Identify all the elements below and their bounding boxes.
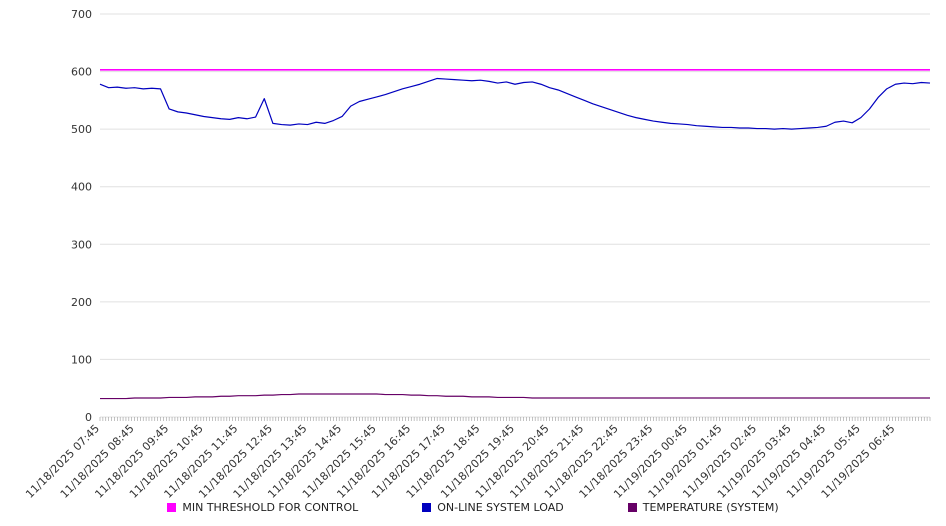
svg-text:400: 400 <box>71 181 92 194</box>
legend-item-min-threshold: MIN THRESHOLD FOR CONTROL <box>167 501 358 514</box>
legend-swatch <box>422 502 432 512</box>
svg-text:600: 600 <box>71 66 92 79</box>
legend-item-temperature-system: TEMPERATURE (SYSTEM) <box>627 500 779 514</box>
legend-label: TEMPERATURE (SYSTEM) <box>642 500 779 514</box>
svg-text:200: 200 <box>71 296 92 309</box>
svg-text:700: 700 <box>71 8 92 21</box>
svg-text:100: 100 <box>71 353 92 366</box>
chart-legend: MIN THRESHOLD FOR CONTROL ON-LINE SYSTEM… <box>0 494 946 520</box>
legend-swatch <box>167 502 177 512</box>
svg-text:0: 0 <box>85 411 92 424</box>
legend-label: MIN THRESHOLD FOR CONTROL <box>182 500 359 514</box>
svg-text:300: 300 <box>71 238 92 251</box>
legend-item-online-system-load: ON-LINE SYSTEM LOAD <box>422 500 564 514</box>
svg-text:500: 500 <box>71 123 92 136</box>
legend-label: ON-LINE SYSTEM LOAD <box>437 500 564 514</box>
legend-swatch <box>627 502 637 512</box>
